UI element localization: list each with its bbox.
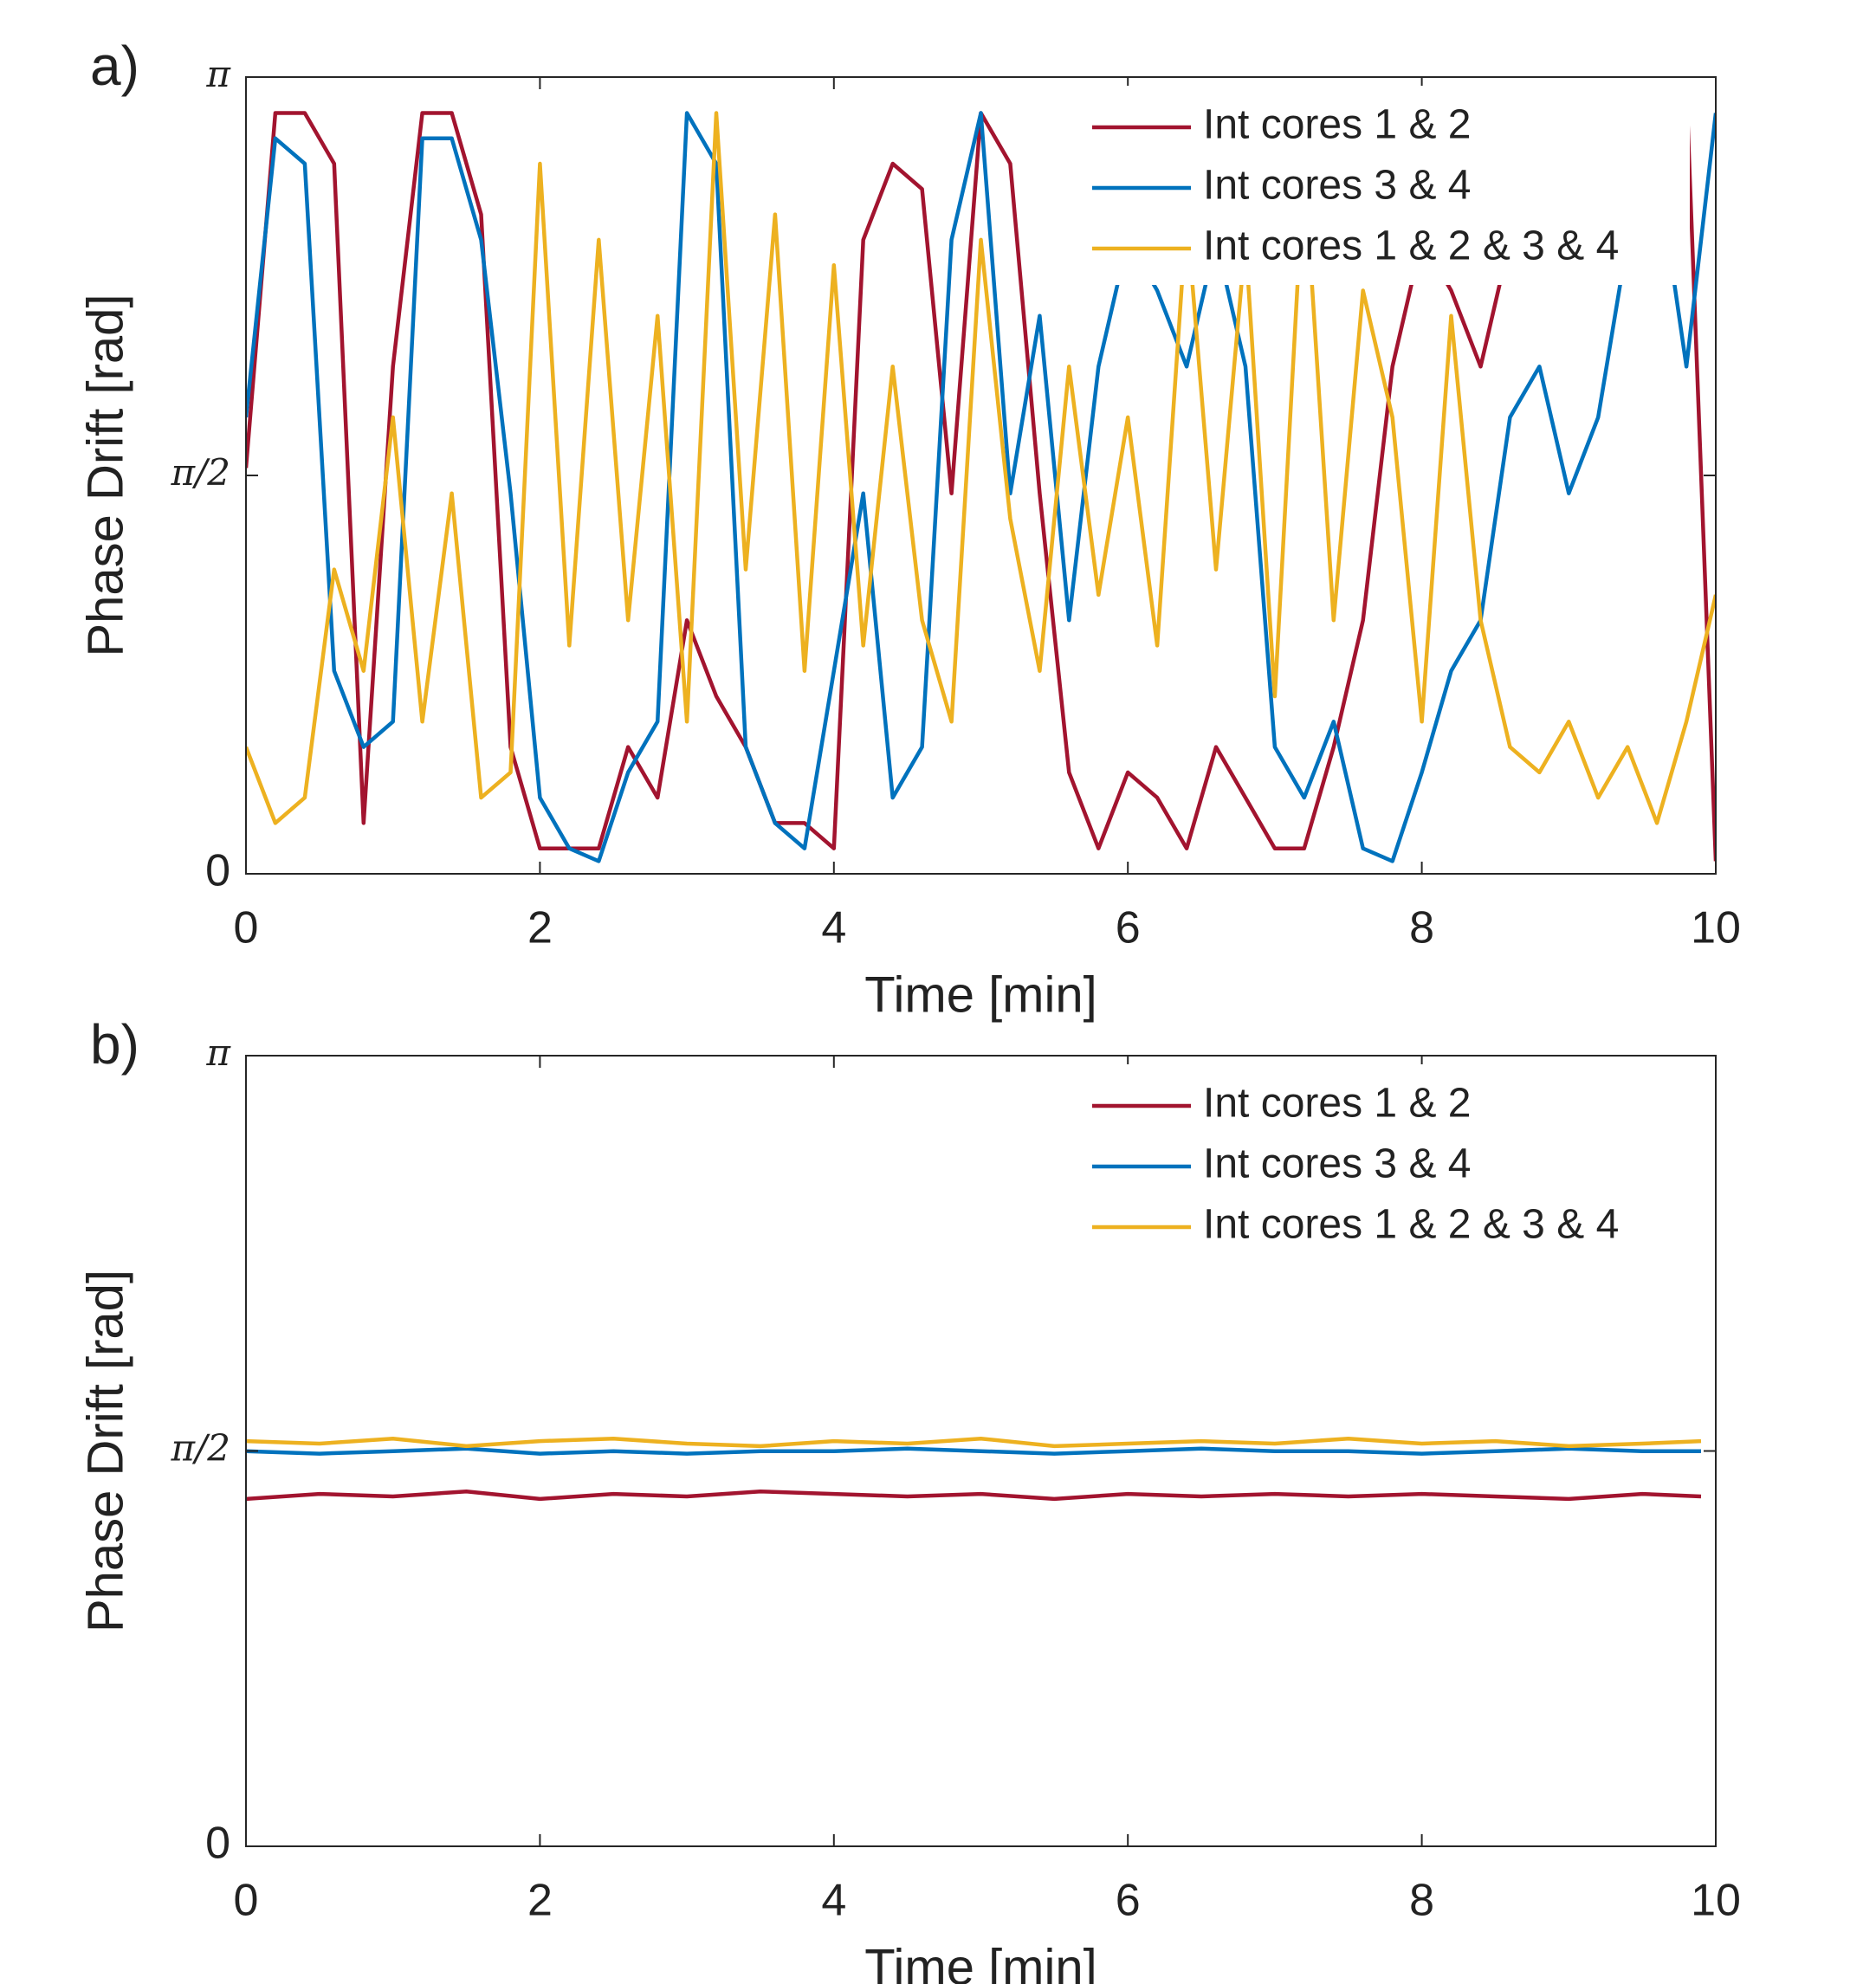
y-tick-label: π (205, 1031, 231, 1074)
panel-label: b) (90, 1013, 139, 1076)
panel-label: a) (90, 35, 139, 97)
data-line (246, 111, 1716, 863)
x-axis-label: Time [min] (864, 1939, 1097, 1984)
x-tick-label: 0 (234, 903, 259, 953)
data-line (246, 1446, 1701, 1456)
x-tick-label: 6 (1116, 1876, 1141, 1926)
x-tick-label: 4 (821, 1876, 846, 1926)
y-tick-label: 0 (205, 1819, 230, 1869)
legend-label: Int cores 3 & 4 (1203, 1141, 1472, 1187)
x-tick-label: 10 (1691, 903, 1741, 953)
x-tick-label: 0 (234, 1876, 259, 1926)
y-tick-label: π (205, 53, 231, 95)
legend-box (1084, 86, 1690, 285)
legend-label: Int cores 1 & 2 (1203, 102, 1472, 148)
x-tick-label: 8 (1409, 1876, 1434, 1926)
y-axis-label: Phase Drift [rad] (77, 1270, 133, 1632)
y-tick-label: 0 (205, 846, 230, 896)
legend-box (1084, 1064, 1690, 1263)
x-tick-label: 2 (527, 903, 553, 953)
panel: 0 2 4 6 8 10 0 π/2 π Time [min] Phase Drift [rad] b… (77, 1013, 1741, 1984)
legend-label: Int cores 1 & 2 & 3 & 4 (1203, 223, 1619, 269)
x-tick-label: 2 (527, 1876, 553, 1926)
x-tick-label: 4 (821, 903, 846, 953)
y-tick-label: π/2 (171, 1427, 230, 1470)
y-tick-label: π/2 (171, 451, 230, 494)
data-line (246, 1489, 1702, 1502)
legend-label: Int cores 3 & 4 (1203, 163, 1472, 209)
y-axis-label: Phase Drift [rad] (77, 294, 133, 656)
data-line (246, 111, 1716, 825)
x-axis-label: Time [min] (864, 966, 1097, 1023)
x-tick-label: 10 (1691, 1876, 1741, 1926)
panel: 0 2 4 6 8 10 0 π/2 π Time [min] Phase Drift [rad] a… (77, 35, 1741, 1023)
x-tick-label: 8 (1409, 903, 1434, 953)
legend-label: Int cores 1 & 2 (1203, 1081, 1472, 1127)
legend-label: Int cores 1 & 2 & 3 & 4 (1203, 1202, 1619, 1248)
data-line (246, 1436, 1702, 1449)
x-tick-label: 6 (1116, 903, 1141, 953)
